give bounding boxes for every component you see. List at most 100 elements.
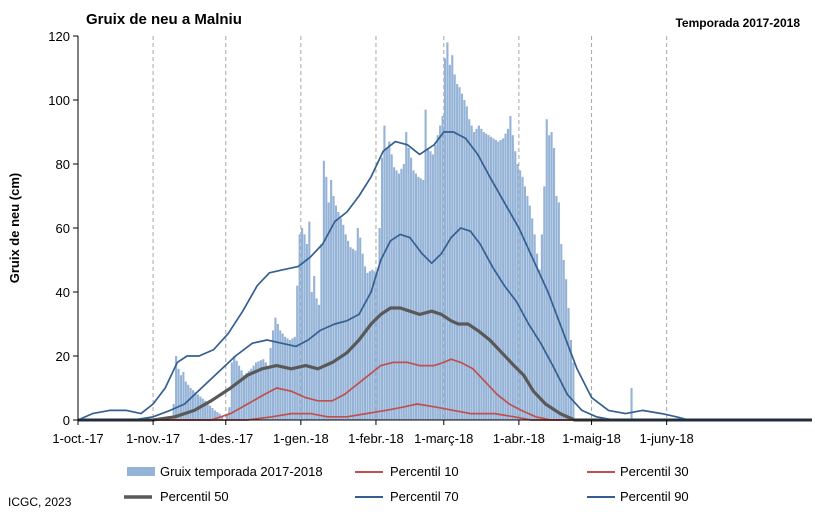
bar-2018-03-28	[509, 116, 512, 420]
bar-2018-03-25	[502, 138, 505, 420]
bar-2018-03-11	[468, 119, 471, 420]
bar-2018-03-22	[494, 140, 497, 420]
bar-2017-11-14	[184, 381, 187, 420]
bar-2018-01-19	[344, 234, 347, 420]
bar-2017-12-05	[235, 360, 238, 420]
percentile-lines	[77, 131, 812, 422]
bar-2018-02-08	[393, 167, 396, 420]
bar-2018-02-15	[410, 157, 413, 420]
credit-text: ICGC, 2023	[8, 495, 72, 509]
bar-2018-03-18	[485, 133, 488, 420]
bar-2018-02-05	[385, 148, 388, 420]
bar-2018-03-27	[506, 128, 510, 421]
bar-2018-02-01	[376, 272, 379, 420]
bar-2017-12-25	[284, 336, 287, 420]
bar-2018-03-17	[482, 132, 485, 420]
bar-2018-03-05	[453, 74, 456, 421]
legend-item-gruix: Gruix temporada 2017-2018	[127, 464, 323, 479]
x-tick-label-1-nov.-17: 1-nov.-17	[126, 431, 180, 446]
bar-2018-02-06	[388, 141, 391, 420]
bar-2017-11-21	[201, 398, 204, 420]
bar-2017-11-29	[221, 416, 224, 420]
bar-2018-03-12	[470, 125, 473, 420]
bar-2018-01-25	[359, 237, 362, 420]
bar-2017-12-04	[233, 356, 236, 420]
bar-2018-01-06	[313, 276, 316, 420]
bar-2018-03-14	[475, 128, 478, 421]
y-tick-label-40: 40	[56, 285, 70, 300]
line-p90	[77, 131, 812, 421]
bar-2017-11-22	[204, 400, 207, 420]
x-tick-label-1-juny-18: 1-juny-18	[640, 431, 694, 446]
legend: Gruix temporada 2017-2018 Percentil 10 P…	[124, 464, 689, 504]
bar-2018-03-01	[443, 58, 447, 421]
bar-2018-04-10	[540, 234, 543, 420]
bar-2017-12-29	[293, 336, 296, 420]
bar-2018-03-19	[487, 135, 490, 420]
bar-2018-03-15	[477, 125, 480, 420]
bar-2017-12-27	[288, 340, 292, 420]
bar-2018-03-23	[497, 141, 500, 420]
bar-2018-02-20	[422, 180, 425, 420]
bar-2018-02-04	[383, 125, 386, 420]
bar-2018-04-03	[523, 186, 527, 420]
bar-2018-02-22	[426, 148, 430, 420]
y-tick-label-0: 0	[63, 413, 70, 428]
bar-2018-04-22	[569, 340, 573, 420]
bar-2018-03-03	[448, 64, 451, 421]
bar-2018-01-09	[320, 244, 323, 420]
bar-2018-01-16	[337, 212, 340, 420]
line-p10	[78, 403, 812, 421]
bar-2018-05-17	[630, 388, 633, 420]
bar-2018-04-12	[545, 119, 548, 420]
bar-2018-02-28	[441, 116, 444, 420]
bar-2018-04-05	[528, 205, 531, 420]
line-p70	[78, 227, 812, 421]
bar-2018-04-13	[548, 135, 551, 420]
bar-2017-11-17	[192, 390, 195, 420]
bar-2018-01-21	[349, 247, 352, 420]
bar-2018-01-29	[368, 271, 371, 420]
bar-2017-11-25	[211, 408, 214, 420]
bar-2018-01-31	[373, 271, 376, 420]
bar-2018-03-06	[456, 84, 459, 420]
legend-label-p50: Percentil 50	[160, 489, 229, 504]
chart-title: Gruix de neu a Malniu	[86, 11, 242, 28]
legend-label-p30: Percentil 30	[620, 464, 689, 479]
bar-2018-02-09	[395, 170, 398, 420]
bar-2018-01-20	[347, 240, 350, 420]
bar-2017-11-10	[175, 356, 178, 420]
bar-2018-02-24	[431, 154, 434, 420]
bar-2018-01-01	[301, 228, 304, 420]
bar-2017-11-18	[194, 392, 197, 420]
legend-label-p10: Percentil 10	[390, 464, 459, 479]
bar-2018-03-16	[480, 128, 483, 421]
bar-2018-01-12	[327, 202, 330, 420]
bar-2018-03-30	[514, 151, 517, 420]
y-tick-label-100: 100	[48, 93, 70, 108]
bar-2018-02-07	[390, 154, 393, 420]
bar-2018-02-11	[400, 168, 403, 420]
bar-2018-04-17	[557, 202, 560, 420]
bar-2017-12-15	[259, 360, 262, 420]
bar-2018-02-26	[436, 135, 439, 420]
bar-2018-04-15	[552, 148, 556, 420]
bar-2018-03-08	[460, 93, 464, 420]
bar-2018-01-03	[305, 244, 308, 420]
bar-2018-01-30	[371, 269, 374, 420]
y-axis-label: Gruix de neu (cm)	[7, 173, 22, 284]
bar-2017-12-11	[250, 368, 253, 420]
bar-2018-01-24	[356, 228, 359, 420]
bar-2017-12-14	[257, 361, 260, 420]
bar-2018-03-26	[504, 133, 507, 420]
legend-item-p30: Percentil 30	[587, 464, 689, 479]
bar-2017-11-15	[187, 384, 190, 420]
bar-2018-02-23	[429, 151, 432, 420]
legend-item-p90: Percentil 90	[587, 489, 689, 504]
bar-2018-03-20	[489, 136, 493, 421]
y-tick-label-60: 60	[56, 221, 70, 236]
bar-2017-12-06	[238, 365, 241, 420]
legend-item-p50: Percentil 50	[124, 489, 229, 504]
x-tick-label-1-gen.-18: 1-gen.-18	[273, 431, 329, 446]
bar-2017-12-16	[262, 359, 265, 420]
